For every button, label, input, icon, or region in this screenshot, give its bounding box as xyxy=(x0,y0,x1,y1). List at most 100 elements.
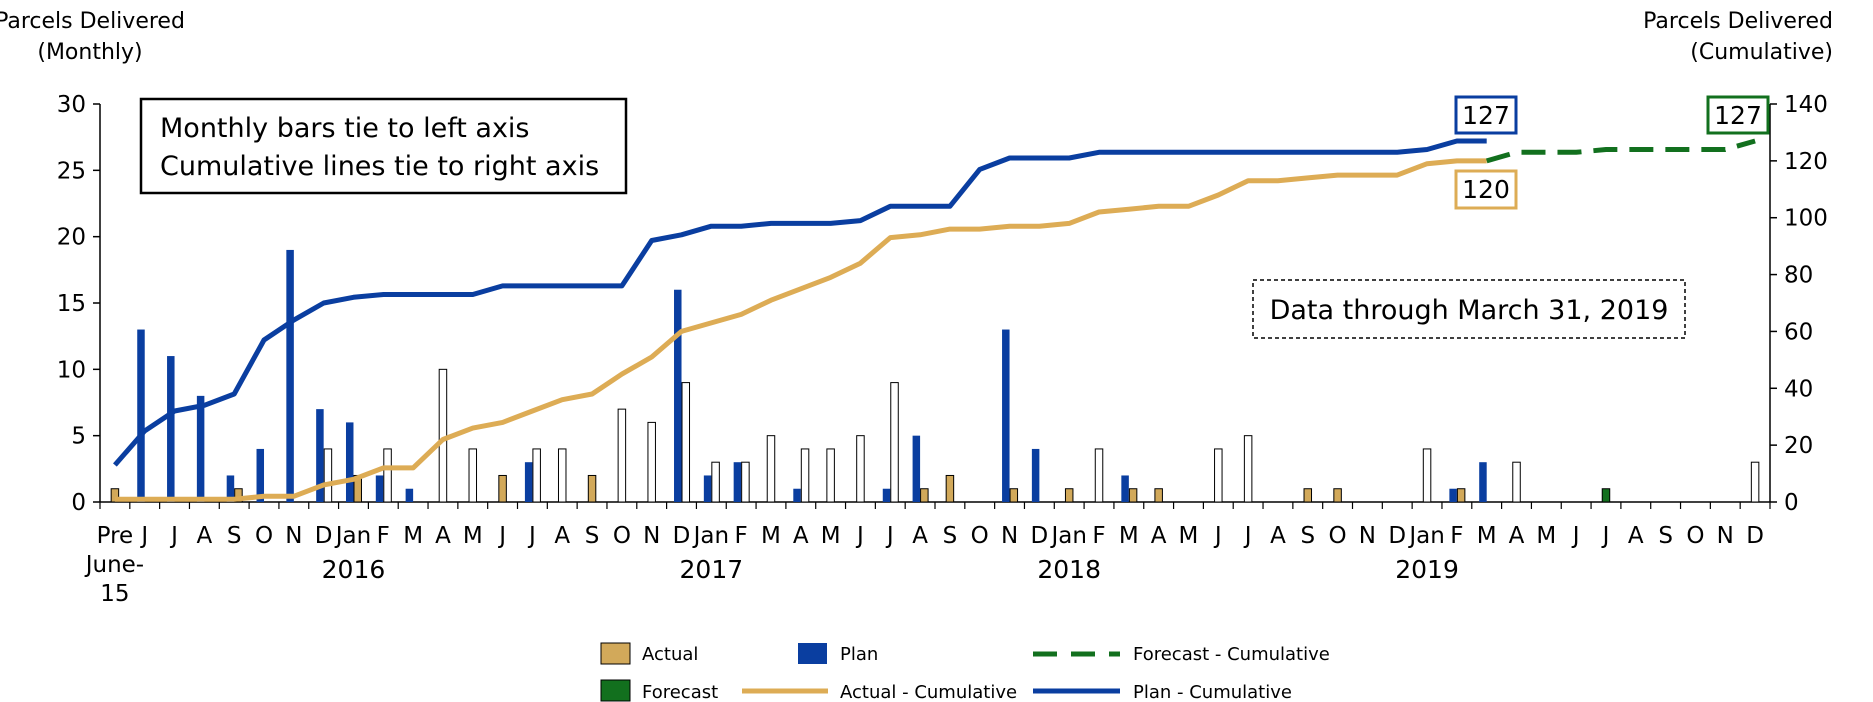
x-tick-label: D xyxy=(1746,523,1764,549)
plan-bar xyxy=(226,475,235,502)
x-tick-label: S xyxy=(227,523,242,549)
x-tick-label: S xyxy=(585,523,600,549)
left-tick-label: 20 xyxy=(57,225,86,251)
left-tick-label: 0 xyxy=(71,490,86,516)
x-tick-label: M xyxy=(761,523,781,549)
x-tick-label: J xyxy=(885,523,894,549)
x-tick-label: A xyxy=(1270,523,1286,549)
data-through-box xyxy=(1252,279,1686,339)
x-tick-label: Pre June-15 xyxy=(84,523,144,607)
plan-bar xyxy=(1002,329,1010,502)
actual-bar xyxy=(110,488,120,503)
year-label: 2017 xyxy=(680,555,744,584)
actual-bar xyxy=(1064,488,1074,503)
x-tick-label: A xyxy=(1509,523,1525,549)
actual-bar xyxy=(1243,435,1253,503)
forecast-bar xyxy=(1601,488,1611,503)
right-tick-label: 60 xyxy=(1784,319,1813,345)
data-through-text: Data through March 31, 2019 xyxy=(1270,295,1669,326)
x-tick-label: M xyxy=(1536,523,1556,549)
right-tick-label: 140 xyxy=(1784,92,1828,118)
legend-swatch-plan xyxy=(798,643,827,664)
plan-cumulative-line xyxy=(113,138,1487,467)
x-tick-label: A xyxy=(435,523,451,549)
x-tick-label: Jan xyxy=(1049,523,1086,549)
x-tick-label: M xyxy=(1179,523,1199,549)
right-tick-label: 100 xyxy=(1784,206,1828,232)
x-tick-label: F xyxy=(1092,523,1105,549)
left-tick-label: 15 xyxy=(57,291,86,317)
actual-bar xyxy=(468,448,478,503)
legend-label-plan-cumulative: Plan - Cumulative xyxy=(1133,682,1292,702)
actual-bar xyxy=(890,382,899,503)
x-tick-label: J xyxy=(1601,523,1610,549)
left-axis-title-line2: (Monthly) xyxy=(37,40,142,65)
x-tick-label: J xyxy=(1213,523,1222,549)
x-tick-label: M xyxy=(1477,523,1497,549)
axis-note-line1: Monthly bars tie to left axis xyxy=(160,113,530,144)
actual-bar xyxy=(647,421,656,503)
x-tick-label: J xyxy=(1571,523,1580,549)
x-tick-label: S xyxy=(943,523,958,549)
plan-bar xyxy=(733,462,742,502)
x-tick-label: A xyxy=(197,523,213,549)
plan-bar xyxy=(674,289,682,502)
left-tick-label: 30 xyxy=(57,92,86,118)
plan-bar xyxy=(1479,462,1487,502)
x-tick-label: O xyxy=(255,523,273,549)
x-tick-label: N xyxy=(285,523,302,549)
monthly-bars xyxy=(110,249,1760,503)
actual-bar xyxy=(945,474,955,503)
legend-swatch-actual xyxy=(600,642,631,665)
x-tick-label: F xyxy=(377,523,390,549)
x-tick-label: D xyxy=(1388,523,1406,549)
right-axis-ticks: 0 20 40 60 80 100 120 140 xyxy=(1770,92,1828,516)
x-tick-label: N xyxy=(1001,523,1018,549)
actual-bar xyxy=(1422,448,1432,503)
x-tick-label: J xyxy=(527,523,536,549)
left-axis-ticks: 0 5 10 15 20 25 30 xyxy=(57,92,100,516)
x-tick-label: A xyxy=(554,523,570,549)
left-tick-label: 10 xyxy=(57,357,86,383)
plan-bar xyxy=(524,462,533,502)
actual-bar xyxy=(681,382,691,503)
x-tick-label: O xyxy=(971,523,989,549)
plan-bar xyxy=(1031,448,1040,502)
plan-end-callout: 127 xyxy=(1462,101,1510,130)
plan-bar xyxy=(405,488,414,502)
actual-bar xyxy=(920,488,929,503)
right-tick-label: 20 xyxy=(1784,433,1813,459)
actual-bar xyxy=(1512,461,1521,503)
actual-bar xyxy=(800,448,810,503)
legend-swatch-forecast xyxy=(600,679,631,702)
actual-bar xyxy=(1154,488,1163,503)
actual-bar xyxy=(1214,448,1223,503)
x-tick-label: A xyxy=(1628,523,1644,549)
plan-end-callout-box xyxy=(1454,95,1518,135)
x-tick-label: J xyxy=(139,523,148,549)
actual-cumulative-line xyxy=(114,158,1487,502)
actual-bar xyxy=(826,448,835,503)
actual-end-callout: 120 xyxy=(1462,175,1510,204)
actual-bar xyxy=(1333,488,1342,503)
x-tick-label: S xyxy=(1658,523,1673,549)
cumulative-lines xyxy=(113,138,1756,502)
legend-label-actual-cumulative: Actual - Cumulative xyxy=(840,682,1017,702)
plan-bar xyxy=(137,329,145,502)
actual-bar xyxy=(1303,488,1313,503)
year-label: 2018 xyxy=(1037,555,1101,584)
plan-bar xyxy=(316,409,324,502)
x-tick-label: D xyxy=(315,523,333,549)
forecast-end-callout: 127 xyxy=(1714,101,1762,130)
legend: Actual Plan Forecast - Cumulative Foreca… xyxy=(600,642,1330,702)
x-tick-label: M xyxy=(403,523,423,549)
x-tick-label: O xyxy=(1329,523,1347,549)
left-tick-label: 25 xyxy=(57,158,86,184)
actual-bar xyxy=(383,448,392,503)
plan-bar xyxy=(345,422,354,502)
x-tick-label: J xyxy=(1243,523,1252,549)
axis-note-line2: Cumulative lines tie to right axis xyxy=(160,151,599,182)
right-axis-title-line2: (Cumulative) xyxy=(1690,40,1833,65)
right-tick-label: 120 xyxy=(1784,149,1828,175)
x-tick-label: Jan xyxy=(692,523,729,549)
